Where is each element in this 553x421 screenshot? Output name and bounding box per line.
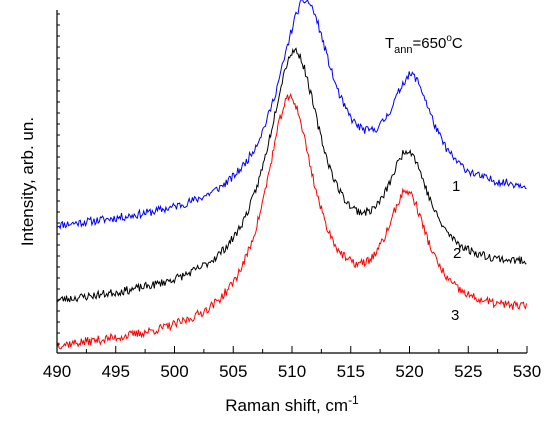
x-tick-label: 505 (219, 362, 247, 381)
annot-subscript: ann (394, 44, 412, 56)
x-tick-label: 525 (454, 362, 482, 381)
curve-label-3: 3 (451, 307, 459, 324)
x-tick-label: 530 (513, 362, 541, 381)
curve-label-1: 1 (452, 178, 460, 195)
labels-group: 490 495 500 505 510 515 520 525 530 Raman shift, … (18, 33, 541, 415)
x-tick-label: 510 (278, 362, 306, 381)
x-axis-title-text: Raman shift, cm (225, 396, 348, 415)
x-tick-label: 490 (43, 362, 71, 381)
curve-label-2: 2 (453, 245, 461, 262)
curves-group (56, 0, 527, 350)
annot-degree: o (446, 33, 452, 44)
y-axis-title: Intensity, arb. un. (18, 117, 37, 246)
annealing-temperature-label: Tann=650oC (385, 33, 463, 56)
x-axis-title-superscript: -1 (348, 393, 359, 407)
annot-base: T (385, 35, 394, 52)
x-tick-label: 520 (395, 362, 423, 381)
annot-unit: C (452, 35, 463, 52)
series-1-line (56, 0, 527, 230)
x-axis-title: Raman shift, cm-1 (225, 393, 359, 415)
axes-group (56, 10, 528, 354)
x-tick-label: 515 (337, 362, 365, 381)
series-2-line (56, 47, 527, 303)
x-tick-label: 495 (102, 362, 130, 381)
x-tick-label: 500 (160, 362, 188, 381)
series-3-line (56, 92, 527, 350)
annot-value: =650 (413, 35, 447, 52)
